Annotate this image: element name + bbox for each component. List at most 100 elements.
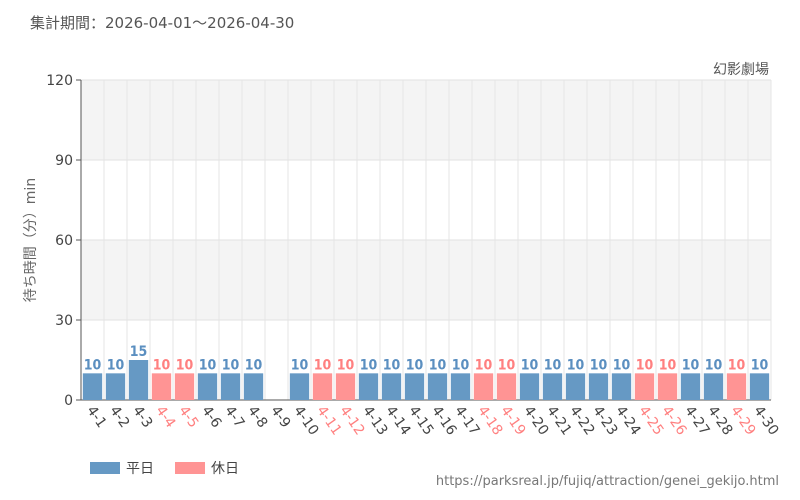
x-tick-label: 4-24 xyxy=(612,403,643,438)
bar-value-label: 10 xyxy=(636,357,654,373)
bar xyxy=(657,373,678,400)
x-tick-label: 4-20 xyxy=(520,403,551,438)
bar xyxy=(128,360,149,400)
x-tick-label: 4-23 xyxy=(589,403,620,438)
bar xyxy=(703,373,724,400)
bar-value-label: 10 xyxy=(498,357,516,373)
bar-value-label: 10 xyxy=(682,357,700,373)
legend-weekday-label: 平日 xyxy=(126,461,154,477)
bar xyxy=(197,373,218,400)
bar xyxy=(450,373,471,400)
x-tick-label: 4-8 xyxy=(244,403,270,431)
x-tick-label: 4-14 xyxy=(382,403,413,438)
bar xyxy=(358,373,379,400)
bar-value-label: 10 xyxy=(728,357,746,373)
bar xyxy=(105,373,126,400)
x-tick-label: 4-22 xyxy=(566,403,597,438)
bar-value-label: 10 xyxy=(452,357,470,373)
bar xyxy=(496,373,517,400)
bar-value-label: 10 xyxy=(245,357,263,373)
bar-value-label: 10 xyxy=(383,357,401,373)
bar xyxy=(542,373,563,400)
bar xyxy=(680,373,701,400)
x-tick-label: 4-10 xyxy=(290,403,321,438)
bar xyxy=(243,373,264,400)
y-tick-label: 0 xyxy=(64,393,73,409)
bar-value-label: 10 xyxy=(84,357,102,373)
y-axis-title: 待ち時間（分）min xyxy=(23,178,39,302)
bar-value-label: 10 xyxy=(521,357,539,373)
bar-value-label: 10 xyxy=(337,357,355,373)
bar xyxy=(611,373,632,400)
x-tick-label: 4-27 xyxy=(681,403,712,438)
bar-value-label: 10 xyxy=(705,357,723,373)
bar-value-label: 10 xyxy=(291,357,309,373)
bar-value-label: 10 xyxy=(567,357,585,373)
x-tick-label: 4-28 xyxy=(704,403,735,438)
legend-holiday-label: 休日 xyxy=(211,461,239,477)
x-tick-label: 4-16 xyxy=(428,403,459,438)
x-tick-label: 4-5 xyxy=(175,403,201,431)
y-tick-label: 90 xyxy=(55,153,73,169)
legend-holiday: 休日 xyxy=(175,458,239,478)
bar xyxy=(220,373,241,400)
x-tick-label: 4-11 xyxy=(313,403,344,438)
y-tick-label: 60 xyxy=(55,233,73,249)
x-tick-label: 4-13 xyxy=(359,403,390,438)
chart-title: 幻影劇場 xyxy=(713,62,769,78)
bar-value-label: 10 xyxy=(590,357,608,373)
bar-value-label: 10 xyxy=(199,357,217,373)
period-label: 集計期間：2026-04-01～2026-04-30 xyxy=(30,14,295,32)
x-tick-label: 4-12 xyxy=(336,403,367,438)
legend-weekday-swatch xyxy=(90,462,120,474)
bar-value-label: 10 xyxy=(153,357,171,373)
bar-value-label: 10 xyxy=(751,357,769,373)
bar xyxy=(749,373,770,400)
x-tick-label: 4-9 xyxy=(267,403,293,431)
bar xyxy=(335,373,356,400)
bar xyxy=(312,373,333,400)
bar-value-label: 10 xyxy=(406,357,424,373)
y-tick-label: 120 xyxy=(46,73,73,89)
bar xyxy=(473,373,494,400)
bar-value-label: 10 xyxy=(429,357,447,373)
x-tick-label: 4-21 xyxy=(543,403,574,438)
bar-value-label: 10 xyxy=(222,357,240,373)
bar xyxy=(381,373,402,400)
x-tick-label: 4-6 xyxy=(198,403,224,431)
legend-holiday-swatch xyxy=(175,462,205,474)
bar xyxy=(588,373,609,400)
bar xyxy=(634,373,655,400)
bar xyxy=(174,373,195,400)
bar xyxy=(519,373,540,400)
bar-value-label: 10 xyxy=(613,357,631,373)
bar-value-label: 10 xyxy=(544,357,562,373)
bar xyxy=(726,373,747,400)
bar xyxy=(565,373,586,400)
bar-value-label: 10 xyxy=(107,357,125,373)
bar-value-label: 10 xyxy=(360,357,378,373)
bar xyxy=(82,373,103,400)
x-tick-label: 4-7 xyxy=(221,403,247,431)
x-tick-label: 4-26 xyxy=(658,403,689,438)
bar-value-label: 10 xyxy=(475,357,493,373)
x-tick-label: 4-19 xyxy=(497,403,528,438)
x-tick-label: 4-15 xyxy=(405,403,436,438)
bar xyxy=(289,373,310,400)
x-tick-label: 4-18 xyxy=(474,403,505,438)
bar-value-label: 10 xyxy=(176,357,194,373)
bar-value-label: 10 xyxy=(659,357,677,373)
x-tick-label: 4-1 xyxy=(83,403,109,431)
x-tick-label: 4-29 xyxy=(727,403,758,438)
x-tick-label: 4-2 xyxy=(106,403,132,431)
x-tick-label: 4-30 xyxy=(750,403,781,438)
x-tick-label: 4-17 xyxy=(451,403,482,438)
y-tick-label: 30 xyxy=(55,313,73,329)
bar-value-label: 10 xyxy=(314,357,332,373)
bar xyxy=(151,373,172,400)
x-tick-label: 4-3 xyxy=(129,403,155,431)
bar-value-label: 15 xyxy=(130,344,148,360)
x-tick-label: 4-25 xyxy=(635,403,666,438)
bar xyxy=(404,373,425,400)
